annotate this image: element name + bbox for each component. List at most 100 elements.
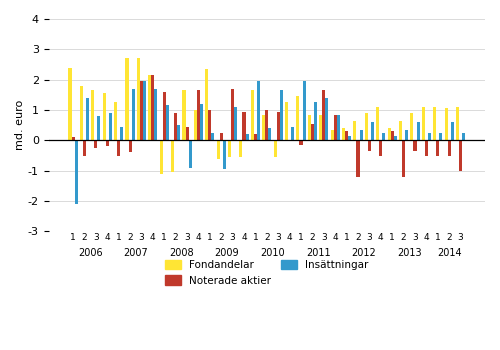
Bar bbox=[162, 92, 166, 140]
Bar bbox=[360, 130, 362, 140]
Text: 2006: 2006 bbox=[78, 248, 102, 258]
Bar bbox=[251, 90, 254, 140]
Bar bbox=[208, 110, 212, 140]
Bar bbox=[371, 122, 374, 140]
Bar bbox=[285, 103, 288, 140]
Bar bbox=[216, 140, 220, 159]
Bar bbox=[345, 131, 348, 140]
Bar bbox=[296, 96, 300, 140]
Bar bbox=[322, 90, 326, 140]
Bar bbox=[148, 75, 152, 140]
Bar bbox=[354, 121, 356, 140]
Bar bbox=[152, 75, 154, 140]
Bar bbox=[109, 113, 112, 140]
Bar bbox=[92, 90, 94, 140]
Bar bbox=[223, 140, 226, 169]
Bar bbox=[410, 113, 414, 140]
Bar bbox=[126, 58, 128, 140]
Bar bbox=[390, 131, 394, 140]
Bar bbox=[197, 90, 200, 140]
Text: 2011: 2011 bbox=[306, 248, 330, 258]
Bar bbox=[274, 140, 276, 157]
Bar bbox=[186, 127, 188, 140]
Bar bbox=[74, 140, 78, 204]
Bar bbox=[342, 128, 345, 140]
Bar bbox=[242, 112, 246, 140]
Bar bbox=[68, 68, 71, 140]
Bar bbox=[291, 127, 294, 140]
Bar bbox=[300, 140, 302, 145]
Y-axis label: md. euro: md. euro bbox=[15, 100, 25, 150]
Bar bbox=[160, 140, 162, 174]
Bar bbox=[450, 122, 454, 140]
Bar bbox=[379, 140, 382, 155]
Bar bbox=[212, 133, 214, 140]
Bar bbox=[311, 124, 314, 140]
Bar bbox=[266, 110, 268, 140]
Bar bbox=[234, 107, 237, 140]
Bar bbox=[240, 140, 242, 157]
Bar bbox=[422, 107, 425, 140]
Bar bbox=[433, 107, 436, 140]
Text: 2008: 2008 bbox=[169, 248, 194, 258]
Bar bbox=[440, 133, 442, 140]
Bar bbox=[462, 133, 465, 140]
Bar bbox=[456, 107, 459, 140]
Bar bbox=[388, 128, 390, 140]
Bar bbox=[220, 133, 223, 140]
Bar bbox=[128, 140, 132, 153]
Text: 2007: 2007 bbox=[124, 248, 148, 258]
Bar bbox=[171, 140, 174, 172]
Text: 2014: 2014 bbox=[437, 248, 462, 258]
Bar bbox=[414, 140, 416, 151]
Bar bbox=[394, 136, 397, 140]
Bar bbox=[80, 86, 83, 140]
Bar bbox=[72, 137, 74, 140]
Bar bbox=[436, 140, 440, 155]
Bar bbox=[174, 113, 177, 140]
Text: 2010: 2010 bbox=[260, 248, 285, 258]
Bar bbox=[365, 113, 368, 140]
Bar bbox=[276, 112, 280, 140]
Bar bbox=[348, 136, 351, 140]
Bar bbox=[336, 114, 340, 140]
Bar bbox=[356, 140, 360, 177]
Bar bbox=[402, 140, 405, 177]
Bar bbox=[319, 114, 322, 140]
Bar bbox=[368, 140, 371, 151]
Bar bbox=[257, 81, 260, 140]
Bar bbox=[98, 116, 100, 140]
Bar bbox=[405, 130, 408, 140]
Bar bbox=[188, 140, 192, 168]
Bar bbox=[177, 125, 180, 140]
Bar bbox=[425, 140, 428, 155]
Bar bbox=[231, 89, 234, 140]
Bar bbox=[382, 133, 386, 140]
Bar bbox=[416, 122, 420, 140]
Bar bbox=[459, 140, 462, 171]
Bar bbox=[330, 130, 334, 140]
Bar bbox=[326, 98, 328, 140]
Bar bbox=[106, 140, 109, 146]
Bar bbox=[314, 103, 317, 140]
Bar bbox=[228, 140, 231, 157]
Bar bbox=[102, 93, 106, 140]
Bar bbox=[86, 98, 89, 140]
Bar bbox=[166, 105, 169, 140]
Bar bbox=[94, 140, 98, 148]
Bar bbox=[280, 90, 283, 140]
Bar bbox=[205, 69, 208, 140]
Bar bbox=[154, 89, 158, 140]
Bar bbox=[334, 114, 336, 140]
Bar bbox=[268, 128, 272, 140]
Bar bbox=[444, 108, 448, 140]
Bar bbox=[140, 81, 143, 140]
Bar bbox=[137, 58, 140, 140]
Text: 2012: 2012 bbox=[352, 248, 376, 258]
Bar bbox=[114, 103, 117, 140]
Bar bbox=[120, 127, 124, 140]
Bar bbox=[262, 114, 266, 140]
Bar bbox=[182, 90, 186, 140]
Bar bbox=[399, 121, 402, 140]
Bar bbox=[200, 104, 203, 140]
